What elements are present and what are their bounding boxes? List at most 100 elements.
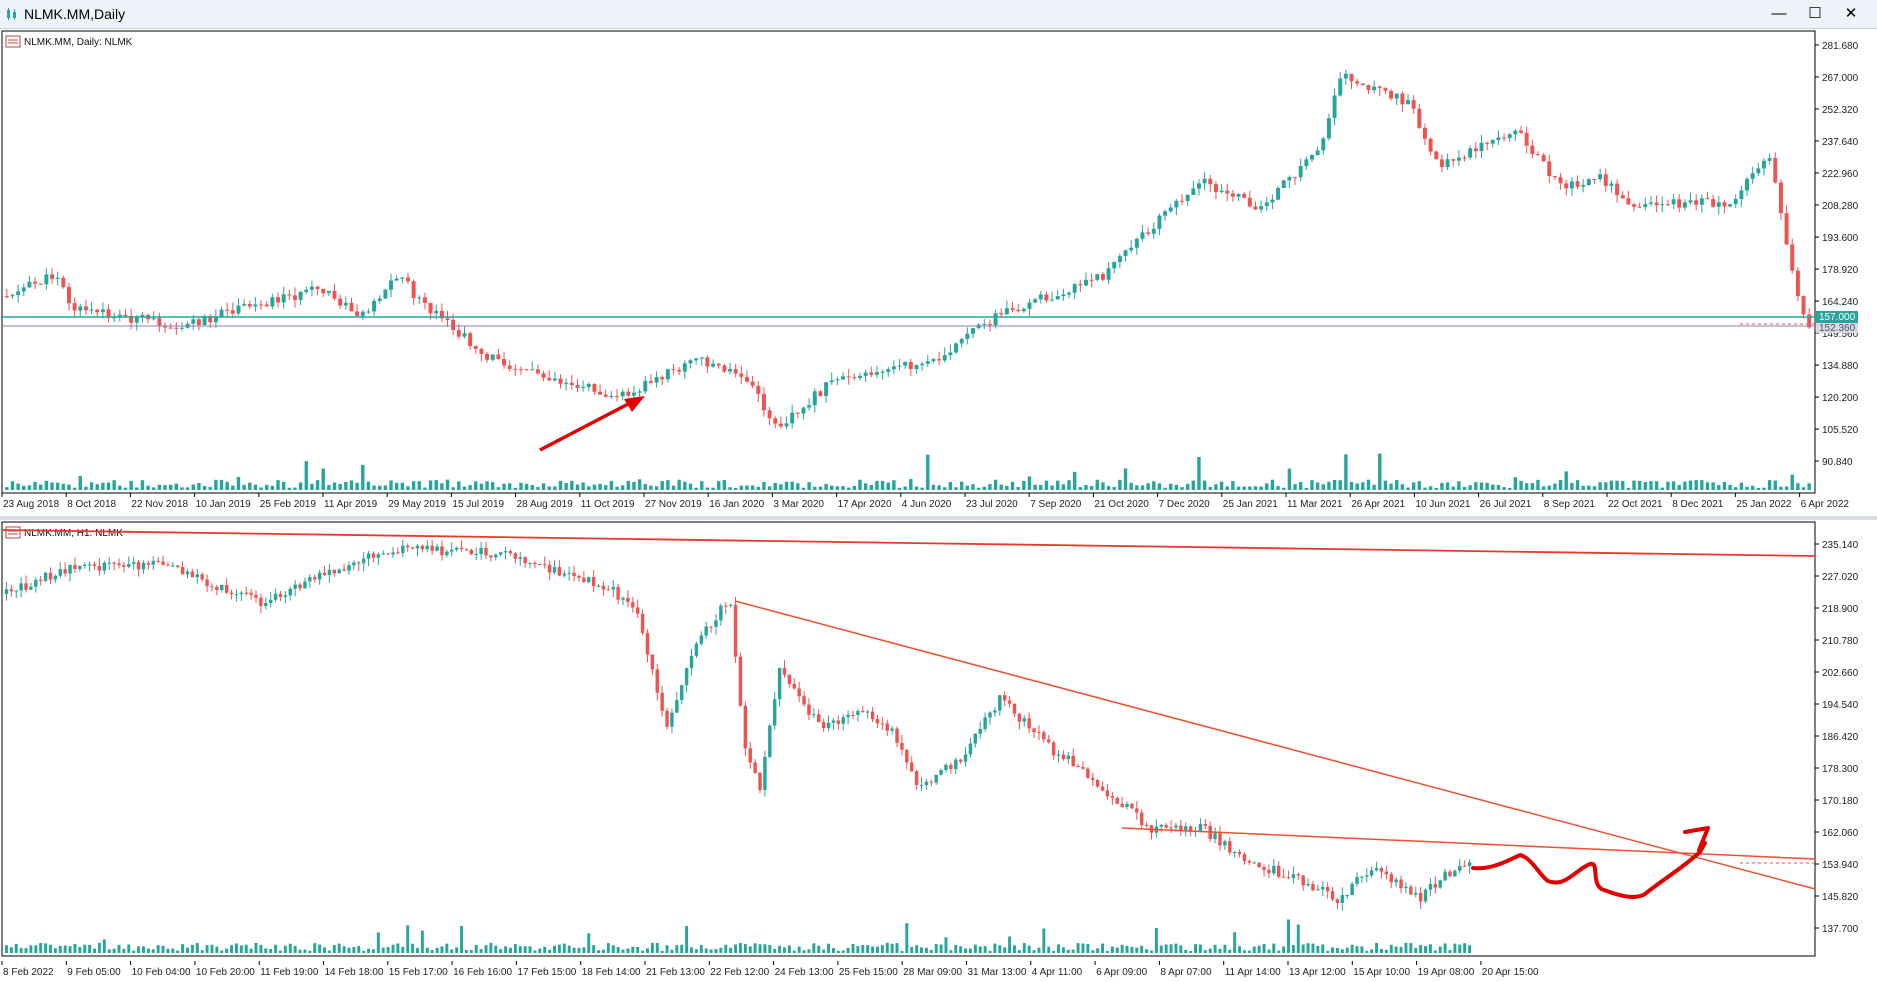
candle-body: [863, 372, 868, 376]
candle-body: [1756, 168, 1761, 174]
volume-bar: [1236, 486, 1241, 490]
volume-bar: [1057, 944, 1060, 953]
daily-chart-pane[interactable]: NLMK.MM, Daily: NLMK 281.680 267.000 252.3…: [1, 30, 1859, 510]
volume-bar: [1304, 487, 1309, 490]
candle-body: [1660, 204, 1665, 206]
candle-body: [508, 551, 513, 554]
candle-body: [1106, 268, 1111, 280]
volume-bar: [1066, 949, 1070, 953]
volume-bar: [362, 950, 366, 953]
time-tick-label: 22 Feb 12:00: [710, 967, 769, 978]
indicator-list-icon-2[interactable]: [5, 526, 21, 539]
time-tick-label: 25 Feb 2019: [260, 499, 317, 510]
daily-candles: [4, 69, 1812, 430]
candle-body: [1524, 132, 1529, 146]
volume-bar: [337, 943, 341, 953]
candle-body: [1558, 177, 1563, 184]
candle-body: [1552, 175, 1557, 178]
volume-bar: [1717, 485, 1721, 490]
candle-body: [524, 369, 529, 371]
volume-bar: [342, 946, 346, 953]
trendline-top[interactable]: [1, 529, 1816, 557]
volume-bar: [748, 946, 752, 953]
volume-bar: [1338, 480, 1342, 490]
volume-bar: [249, 948, 253, 953]
price-tick-label: 202.660: [1822, 668, 1859, 679]
hourly-chart-pane[interactable]: NLMK.MM, H1: NLMK 235.140227.020218.9002…: [1, 521, 1859, 978]
volume-bar: [19, 948, 23, 953]
candle-body: [236, 305, 241, 314]
volume-bar: [1017, 950, 1021, 953]
volume-bar: [792, 950, 796, 953]
volume-bar: [191, 484, 195, 490]
volume-bar: [1225, 486, 1229, 490]
volume-bar: [1558, 479, 1563, 490]
candle-body: [425, 545, 429, 550]
volume-bar: [1604, 482, 1608, 490]
time-tick-label: 19 Apr 08:00: [1418, 967, 1475, 978]
candle-body: [795, 412, 800, 414]
candle-body: [937, 359, 942, 361]
volume-bar: [265, 484, 269, 490]
volume-bar: [270, 485, 275, 490]
volume-bar: [1378, 453, 1382, 490]
candle-body: [73, 564, 77, 569]
candle-body: [196, 319, 201, 326]
candle-body: [596, 585, 601, 587]
candle-body: [16, 291, 21, 296]
volume-bar: [753, 943, 757, 953]
candle-body: [874, 372, 879, 375]
volume-bar: [455, 947, 459, 953]
volume-bar: [1016, 487, 1020, 490]
volume-bar: [1414, 947, 1418, 953]
candle-body: [190, 571, 195, 578]
volume-bar: [900, 950, 904, 953]
volume-bar: [1008, 936, 1012, 953]
volume-bar: [1411, 482, 1416, 490]
candle-body: [229, 592, 234, 595]
time-tick-label: 10 Feb 04:00: [132, 967, 191, 978]
chart-area[interactable]: NLMK.MM, Daily: NLMK 281.680 267.000 252.3…: [0, 28, 1877, 982]
volume-bar: [871, 946, 875, 953]
volume-bar: [553, 945, 556, 953]
candle-body: [445, 551, 449, 556]
volume-bar: [866, 945, 870, 953]
volume-bar: [1443, 943, 1447, 953]
candle-body: [315, 286, 320, 289]
volume-bar: [1150, 950, 1153, 953]
time-tick-label: 11 Apr 14:00: [1225, 967, 1281, 978]
candle-body: [1253, 206, 1258, 210]
volume-bar: [1253, 486, 1258, 490]
volume-bar: [1536, 479, 1540, 490]
volume-bar: [1419, 945, 1423, 953]
candle-body: [484, 548, 488, 556]
candle-body: [225, 309, 230, 311]
indicator-list-icon[interactable]: [5, 35, 21, 48]
volume-bar: [308, 950, 312, 953]
candle-body: [719, 605, 723, 621]
volume-bar: [768, 945, 772, 953]
volume-bar: [44, 480, 49, 490]
minimize-button[interactable]: —: [1771, 5, 1787, 22]
pane-separator[interactable]: [0, 516, 1877, 520]
volume-bar: [338, 483, 342, 490]
candle-body: [1462, 157, 1467, 159]
candle-body: [572, 572, 576, 577]
volume-bar: [151, 949, 155, 953]
volume-bar: [1112, 486, 1116, 490]
volume-bar: [83, 944, 87, 953]
volume-bar: [347, 947, 351, 953]
volume-bar: [1389, 483, 1393, 490]
volume-bar: [244, 944, 248, 953]
maximize-button[interactable]: ☐: [1808, 5, 1822, 22]
close-button[interactable]: ✕: [1844, 5, 1858, 22]
candle-body: [200, 574, 204, 580]
volume-bar: [621, 949, 625, 953]
trendline-descending[interactable]: [734, 600, 1816, 890]
volume-bar: [1660, 487, 1664, 490]
arrow-annotation[interactable]: [539, 396, 645, 452]
candle-body: [1095, 779, 1100, 787]
candle-body: [807, 405, 812, 408]
volume-bar: [1287, 468, 1292, 490]
drawn-forecast-path[interactable]: [1471, 826, 1710, 899]
